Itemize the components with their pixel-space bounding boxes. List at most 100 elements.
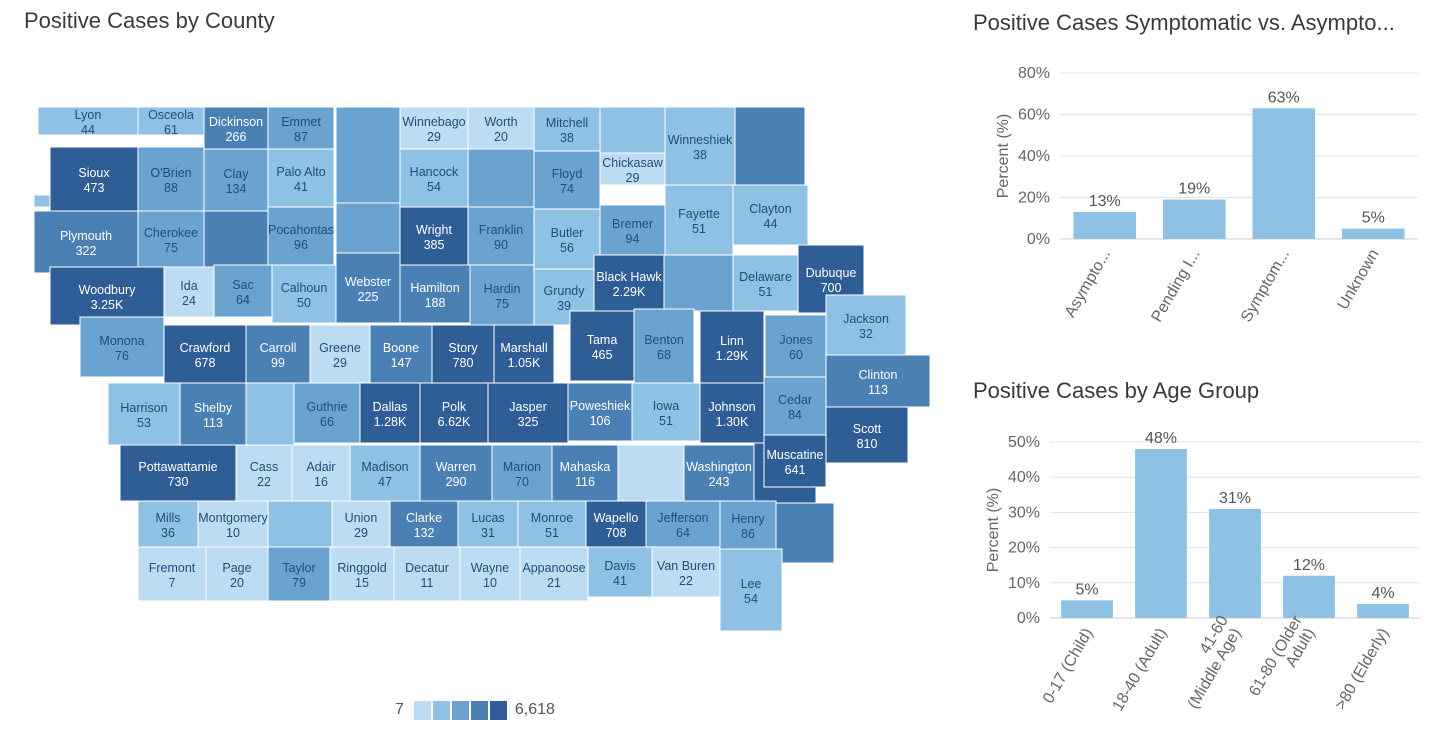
county-shape[interactable] — [419, 382, 489, 444]
bar[interactable] — [1252, 108, 1316, 240]
county-shape[interactable] — [533, 106, 601, 152]
county-shape[interactable] — [487, 382, 569, 444]
county-shape[interactable] — [493, 324, 555, 384]
county-shape[interactable] — [137, 500, 199, 548]
county-shape[interactable] — [519, 546, 589, 602]
county-shape[interactable] — [664, 184, 734, 256]
county-shape[interactable] — [359, 382, 421, 444]
county-shape[interactable] — [491, 444, 553, 502]
bar[interactable] — [1135, 449, 1187, 618]
county-area-unlabeled[interactable] — [335, 202, 401, 254]
county-shape[interactable] — [267, 106, 335, 150]
county-shape[interactable] — [267, 546, 331, 602]
county-shape[interactable] — [137, 146, 205, 212]
county-shape[interactable] — [533, 150, 601, 210]
county-shape[interactable] — [179, 382, 247, 446]
county-shape[interactable] — [551, 444, 619, 502]
county-shape[interactable] — [267, 206, 335, 266]
county-shape[interactable] — [119, 444, 237, 502]
bar[interactable] — [1073, 212, 1137, 239]
county-shape[interactable] — [309, 324, 371, 384]
county-shape[interactable] — [599, 152, 666, 186]
county-shape[interactable] — [399, 148, 469, 208]
county-shape[interactable] — [393, 546, 461, 602]
county-shape[interactable] — [267, 148, 335, 208]
county-shape[interactable] — [699, 382, 765, 444]
county-shape[interactable] — [593, 254, 665, 312]
county-shape[interactable] — [203, 106, 269, 150]
county-shape[interactable] — [205, 546, 269, 602]
county-shape[interactable] — [291, 444, 351, 502]
county-shape[interactable] — [719, 548, 783, 632]
county-shape[interactable] — [764, 314, 828, 378]
county-shape[interactable] — [664, 106, 736, 186]
county-shape[interactable] — [399, 106, 469, 150]
county-area-unlabeled[interactable] — [467, 148, 535, 208]
county-area-unlabeled[interactable] — [775, 502, 835, 564]
county-shape[interactable] — [631, 382, 701, 442]
county-shape[interactable] — [825, 294, 907, 356]
county-area-unlabeled[interactable] — [267, 500, 333, 548]
county-shape[interactable] — [293, 382, 361, 444]
bar[interactable] — [1209, 508, 1261, 618]
county-shape[interactable] — [825, 406, 909, 464]
county-shape[interactable] — [335, 252, 401, 324]
county-shape[interactable] — [732, 184, 809, 246]
county-area-unlabeled[interactable] — [203, 210, 269, 268]
county-shape[interactable] — [469, 264, 535, 326]
county-area-unlabeled[interactable] — [335, 106, 401, 204]
county-shape[interactable] — [459, 546, 521, 602]
